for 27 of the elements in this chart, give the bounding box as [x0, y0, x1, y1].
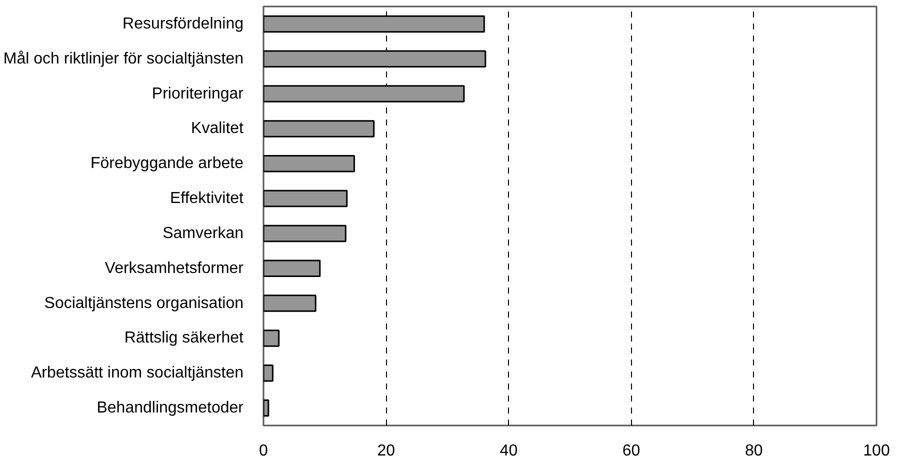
y-tick-label: Kvalitet [191, 120, 244, 138]
y-tick-label: Effektivitet [170, 190, 244, 208]
y-tick-label: Verksamhetsformer [104, 260, 244, 277]
bar [264, 260, 321, 277]
y-tick-label: Mål och riktlinjer för socialtjänsten [3, 50, 244, 68]
bar [264, 294, 316, 312]
x-tick-label: 0 [259, 442, 268, 460]
y-tick-label: Arbetssätt inom socialtjänsten [30, 364, 244, 382]
y-tick-label: Förebyggande arbete [90, 155, 244, 172]
bar [264, 155, 355, 172]
x-tick-label: 40 [500, 442, 518, 460]
bar [264, 224, 346, 242]
y-tick-label: Resursfördelning [122, 15, 244, 32]
x-tick-label: 20 [377, 442, 396, 460]
y-tick-label: Prioriteringar [152, 85, 244, 102]
y-tick-label: Socialtjänstens organisation [44, 294, 244, 312]
x-tick-label: 80 [745, 442, 763, 460]
x-tick-label: 60 [622, 442, 640, 460]
bar [264, 364, 274, 382]
bar [264, 120, 375, 138]
bar [264, 330, 280, 347]
bar [264, 190, 348, 208]
x-tick-label: 100 [863, 442, 890, 460]
y-tick-label: Rättslig säkerhet [124, 330, 244, 347]
bar [264, 399, 270, 417]
y-tick-label: Samverkan [162, 224, 244, 242]
y-tick-label: Behandlingsmetoder [96, 400, 244, 417]
